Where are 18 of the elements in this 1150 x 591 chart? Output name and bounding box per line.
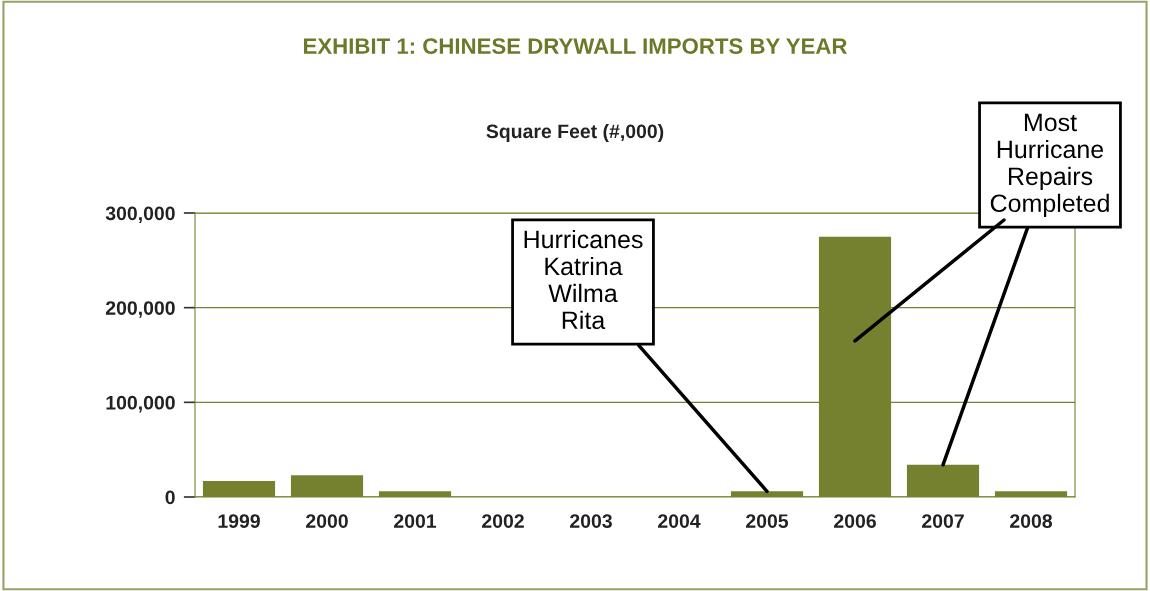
y-tick-label: 100,000 — [106, 395, 175, 413]
chart-subtitle: Square Feet (#,000) — [486, 123, 664, 143]
x-tick-label: 2004 — [658, 514, 701, 528]
x-tick-label: 2005 — [746, 514, 789, 528]
y-tick-label: 300,000 — [105, 206, 175, 224]
annotation: Hurricanes Katrina Wilma Rita — [524, 229, 643, 330]
x-tick-label: 2003 — [570, 514, 612, 528]
annotation: Most Hurricane Repairs Completed — [990, 113, 1109, 218]
x-tick-label: 1999 — [218, 514, 260, 528]
x-tick-label: 2006 — [834, 514, 876, 528]
x-tick-label: 2002 — [482, 514, 524, 528]
x-tick-label: 2001 — [394, 514, 437, 528]
x-tick-label: 2000 — [306, 514, 348, 528]
x-tick-label: 2007 — [922, 514, 964, 528]
y-tick-label: 200,000 — [105, 301, 175, 318]
y-tick-label: 0 — [165, 490, 175, 505]
chart-title: EXHIBIT 1: CHINESE DRYWALL IMPORTS BY YEAR — [304, 38, 848, 54]
x-tick-label: 2008 — [1010, 514, 1053, 528]
